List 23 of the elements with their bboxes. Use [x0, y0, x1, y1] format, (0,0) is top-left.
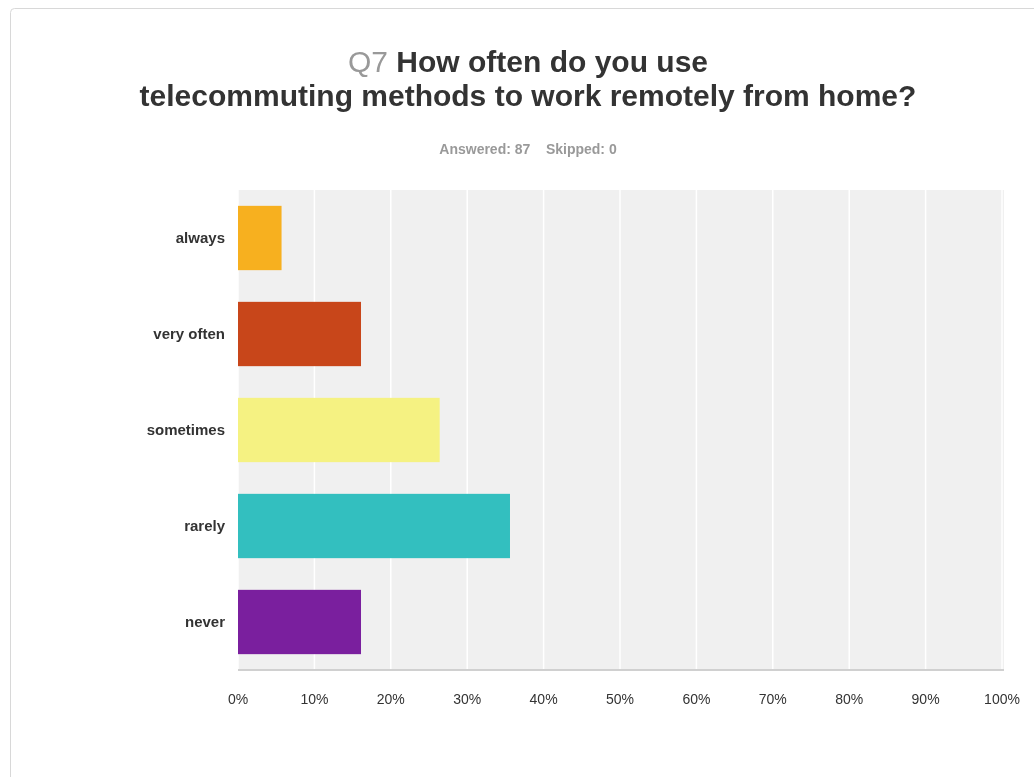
- y-tick-label: sometimes: [146, 421, 225, 439]
- x-tick-label: 20%: [376, 691, 405, 707]
- bar: [238, 205, 282, 271]
- bar: [238, 493, 510, 559]
- x-tick-label: 100%: [984, 691, 1020, 707]
- chart-subtitle: Answered: 87 Skipped: 0: [439, 141, 617, 157]
- x-tick-label: 70%: [758, 691, 787, 707]
- y-tick-label: never: [184, 613, 226, 631]
- x-tick-label: 10%: [300, 691, 329, 707]
- y-tick-label: very often: [153, 325, 225, 343]
- bar: [238, 301, 361, 367]
- y-tick-label: always: [175, 229, 225, 247]
- x-tick-label: 30%: [453, 691, 482, 707]
- x-tick-label: 40%: [529, 691, 558, 707]
- x-tick-label: 50%: [605, 691, 635, 707]
- x-tick-label: 60%: [682, 691, 711, 707]
- bar: [238, 397, 440, 463]
- y-tick-label: rarely: [184, 517, 226, 535]
- x-tick-label: 0%: [227, 691, 249, 707]
- x-tick-label: 90%: [911, 691, 940, 707]
- chart-title: Q7 How often do you use telecommuting methods to work remotely from home?: [139, 45, 917, 112]
- bar: [238, 589, 361, 655]
- x-tick-label: 80%: [835, 691, 864, 707]
